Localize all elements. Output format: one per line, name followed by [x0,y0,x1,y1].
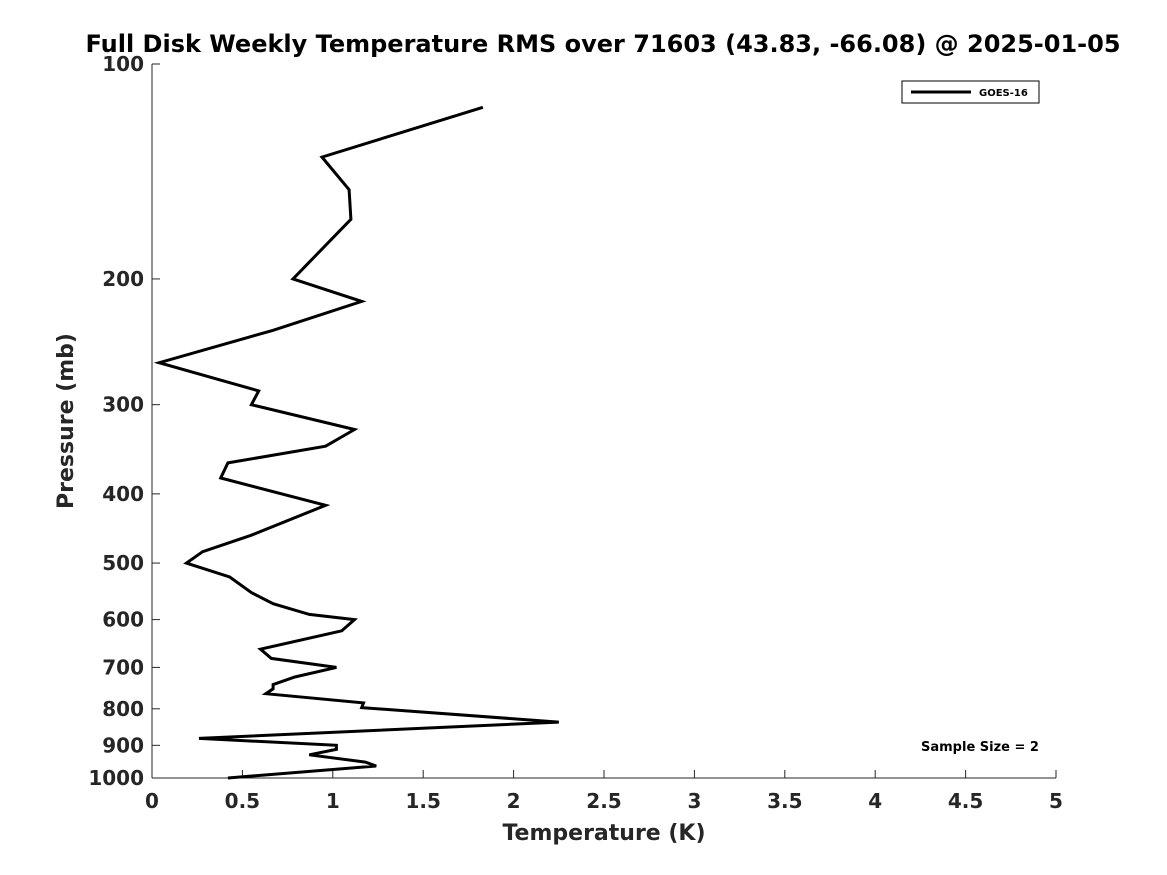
y-tick-label: 300 [102,393,144,417]
x-tick-label: 1.5 [405,789,440,813]
y-tick-label: 500 [102,551,144,575]
x-tick-label: 2.5 [586,789,621,813]
y-tick-label: 700 [102,655,144,679]
y-tick-label: 100 [102,52,144,76]
sample-size-annotation: Sample Size = 2 [921,740,1039,755]
y-tick-label: 900 [102,733,144,757]
x-tick-label: 0 [145,789,159,813]
y-axis-label: Pressure (mb) [54,333,79,509]
y-tick-label: 800 [102,697,144,721]
x-tick-label: 5 [1049,789,1063,813]
x-tick-label: 4.5 [948,789,983,813]
x-tick-label: 0.5 [225,789,260,813]
y-tick-label: 1000 [88,766,144,790]
x-ticks: 0 0.5 1 1.5 2 2.5 3 3.5 4 4.5 5 [145,770,1063,813]
x-tick-label: 3 [687,789,701,813]
legend: GOES-16 [901,80,1040,104]
y-tick-label: 400 [102,482,144,506]
y-tick-label: 600 [102,608,144,632]
x-tick-label: 1 [326,789,340,813]
x-tick-label: 2 [507,789,521,813]
series-line-goes-16 [153,105,559,780]
x-tick-label: 3.5 [767,789,802,813]
series-layer [153,105,559,780]
y-ticks: 100 200 300 400 500 600 700 800 900 1000 [88,52,160,790]
chart-title: Full Disk Weekly Temperature RMS over 71… [85,30,1120,58]
x-axis-label: Temperature (K) [502,821,705,846]
x-tick-label: 4 [868,789,882,813]
y-tick-label: 200 [102,267,144,291]
legend-label-goes-16: GOES-16 [979,88,1028,99]
